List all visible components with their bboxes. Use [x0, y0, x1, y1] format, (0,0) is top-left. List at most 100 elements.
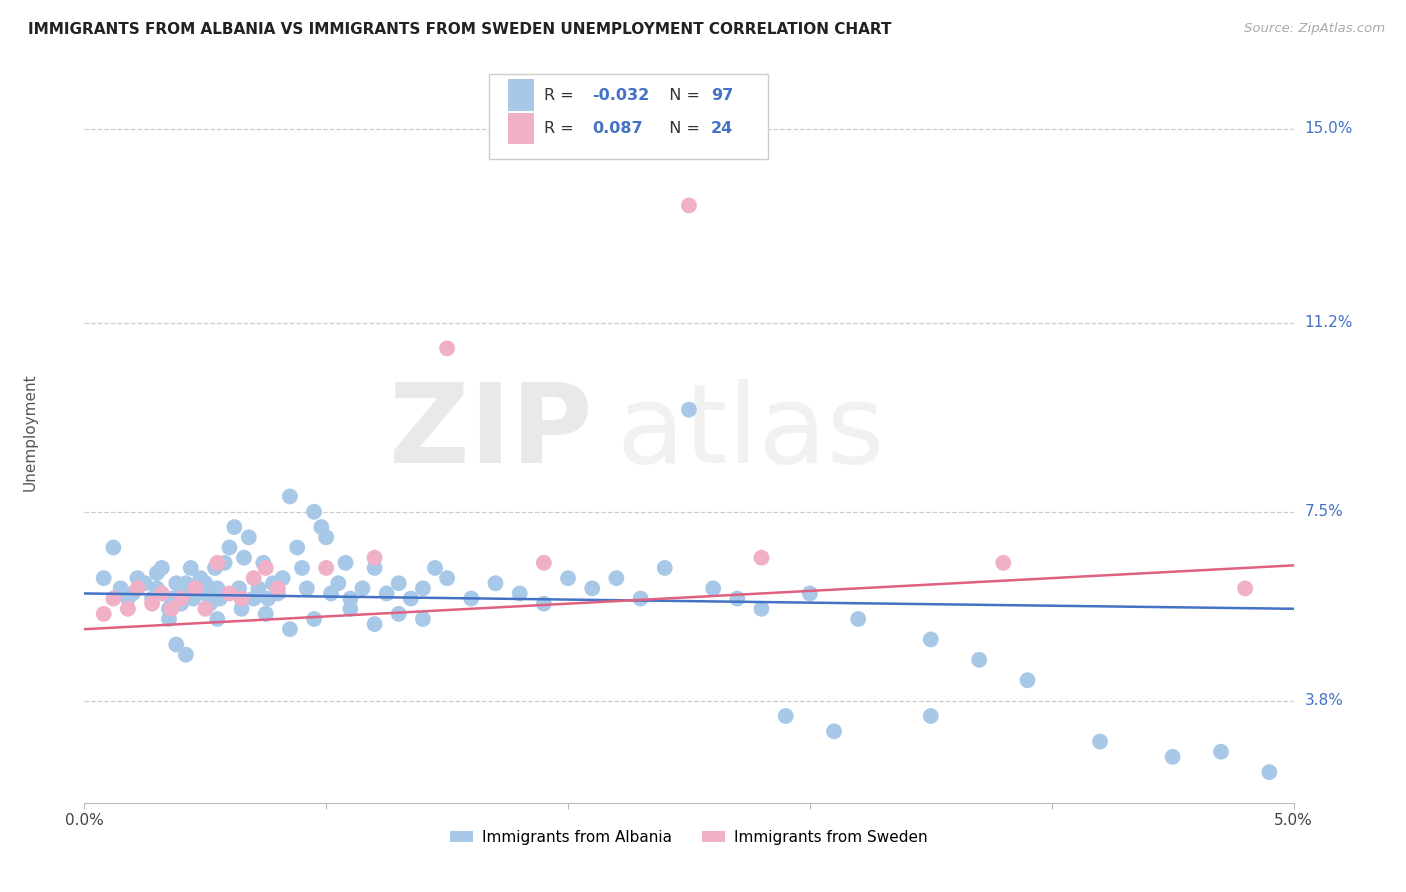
Text: 97: 97: [710, 87, 733, 103]
Point: [557, 571, 579, 585]
Point: [233, 550, 256, 565]
Point: [751, 601, 773, 615]
Text: 0.087: 0.087: [592, 120, 643, 136]
Point: [363, 561, 385, 575]
Point: [157, 601, 180, 615]
Point: [271, 571, 294, 585]
Point: [141, 591, 163, 606]
Point: [207, 612, 229, 626]
Point: [339, 591, 361, 606]
Text: ZIP: ZIP: [389, 379, 592, 486]
Text: Source: ZipAtlas.com: Source: ZipAtlas.com: [1244, 22, 1385, 36]
Point: [775, 709, 797, 723]
Point: [484, 576, 506, 591]
Point: [160, 591, 183, 606]
Point: [170, 586, 193, 600]
Point: [194, 586, 217, 600]
Text: R =: R =: [544, 120, 579, 136]
Point: [252, 556, 274, 570]
Point: [267, 582, 290, 596]
Point: [436, 342, 458, 356]
Point: [184, 582, 207, 596]
Point: [198, 597, 221, 611]
Point: [110, 582, 132, 596]
Point: [315, 561, 337, 575]
Point: [174, 648, 197, 662]
Text: N =: N =: [659, 120, 704, 136]
Point: [218, 541, 240, 555]
Point: [533, 597, 555, 611]
Point: [231, 591, 253, 606]
Text: 15.0%: 15.0%: [1305, 121, 1353, 136]
Point: [238, 530, 260, 544]
Point: [1258, 765, 1281, 780]
Point: [93, 607, 115, 621]
Point: [388, 576, 411, 591]
Text: 11.2%: 11.2%: [1305, 316, 1353, 330]
Point: [224, 520, 246, 534]
Point: [174, 576, 197, 591]
FancyBboxPatch shape: [489, 73, 768, 159]
Text: IMMIGRANTS FROM ALBANIA VS IMMIGRANTS FROM SWEDEN UNEMPLOYMENT CORRELATION CHART: IMMIGRANTS FROM ALBANIA VS IMMIGRANTS FR…: [28, 22, 891, 37]
Point: [93, 571, 115, 585]
Point: [117, 591, 139, 606]
Text: 7.5%: 7.5%: [1305, 504, 1343, 519]
Point: [103, 541, 125, 555]
Bar: [508, 112, 534, 144]
Point: [141, 597, 163, 611]
Point: [678, 402, 700, 417]
Bar: [508, 79, 534, 111]
Point: [967, 653, 990, 667]
Point: [262, 576, 284, 591]
Text: atlas: atlas: [616, 379, 884, 486]
Point: [302, 505, 325, 519]
Point: [823, 724, 845, 739]
Text: N =: N =: [659, 87, 704, 103]
Point: [1209, 745, 1232, 759]
Point: [678, 198, 700, 212]
Point: [436, 571, 458, 585]
Point: [1234, 582, 1257, 596]
Point: [170, 597, 193, 611]
Point: [846, 612, 869, 626]
Point: [214, 556, 236, 570]
Point: [180, 561, 202, 575]
Point: [605, 571, 627, 585]
Point: [630, 591, 652, 606]
Point: [117, 601, 139, 615]
Point: [285, 541, 308, 555]
Point: [150, 561, 173, 575]
Point: [242, 571, 264, 585]
Point: [423, 561, 446, 575]
Point: [412, 582, 434, 596]
Point: [702, 582, 724, 596]
Legend: Immigrants from Albania, Immigrants from Sweden: Immigrants from Albania, Immigrants from…: [444, 823, 934, 851]
Point: [920, 709, 942, 723]
Point: [146, 582, 169, 596]
Point: [363, 550, 385, 565]
Point: [412, 612, 434, 626]
Point: [170, 591, 193, 606]
Point: [315, 530, 337, 544]
Point: [165, 638, 187, 652]
Point: [725, 591, 748, 606]
Point: [302, 612, 325, 626]
Point: [328, 576, 350, 591]
Point: [121, 586, 143, 600]
Point: [150, 586, 173, 600]
Point: [751, 550, 773, 565]
Point: [799, 586, 821, 600]
Point: [157, 612, 180, 626]
Point: [146, 566, 169, 580]
Point: [134, 576, 156, 591]
Point: [267, 586, 290, 600]
Point: [1017, 673, 1039, 688]
Text: 3.8%: 3.8%: [1305, 693, 1344, 708]
Text: -0.032: -0.032: [592, 87, 650, 103]
Point: [993, 556, 1015, 570]
Point: [127, 571, 149, 585]
Point: [291, 561, 314, 575]
Point: [1161, 749, 1184, 764]
Point: [319, 586, 342, 600]
Point: [278, 490, 301, 504]
